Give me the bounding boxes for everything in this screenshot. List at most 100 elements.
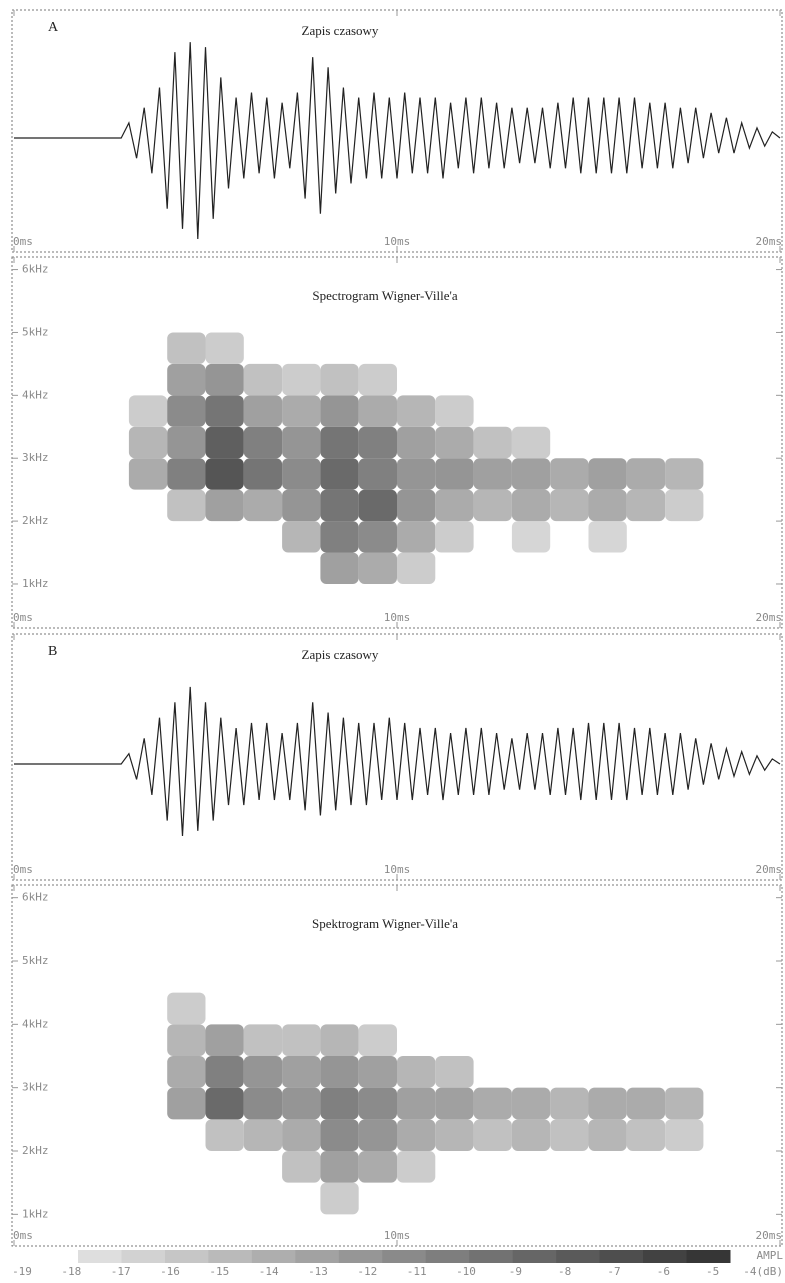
heat-cell	[206, 1119, 244, 1151]
heat-cell	[589, 1119, 627, 1151]
x-tick-label: 10ms	[384, 611, 411, 624]
colorbar-tick-label: -13	[308, 1265, 328, 1278]
heat-cell	[320, 1056, 358, 1088]
colorbar-tick-label: -14	[259, 1265, 279, 1278]
heat-cell	[167, 1056, 205, 1088]
colorbar-segment	[78, 1250, 122, 1263]
heat-cell	[244, 395, 282, 426]
colorbar-segment	[687, 1250, 731, 1263]
x-tick-label: 20ms	[756, 235, 783, 248]
heat-cell	[474, 427, 512, 458]
heat-cell	[397, 458, 435, 489]
y-tick-label: 3kHz	[22, 1081, 49, 1094]
heat-cell	[474, 1119, 512, 1151]
heat-cell	[397, 427, 435, 458]
heat-cell	[512, 490, 550, 521]
heat-cell	[206, 458, 244, 489]
heat-cell	[167, 1088, 205, 1120]
colorbar-tick-label: -18	[61, 1265, 81, 1278]
waveform	[14, 42, 780, 239]
colorbar-tick-label: -6	[657, 1265, 670, 1278]
colorbar-label: AMPL	[757, 1249, 784, 1262]
x-tick-label: 20ms	[756, 611, 783, 624]
colorbar-tick-label: -16	[160, 1265, 180, 1278]
x-tick-label: 10ms	[384, 1229, 411, 1242]
heat-cell	[282, 1024, 320, 1056]
heat-cell	[397, 553, 435, 584]
panel-frame	[12, 10, 782, 252]
heat-cell	[435, 521, 473, 552]
x-tick-label: 0ms	[13, 611, 33, 624]
x-tick-label: 20ms	[756, 863, 783, 876]
heat-cell	[320, 427, 358, 458]
heat-cell	[206, 364, 244, 395]
heat-cell	[359, 1119, 397, 1151]
y-tick-label: 2kHz	[22, 1144, 49, 1157]
heat-cell	[550, 1088, 588, 1120]
heat-cell	[206, 490, 244, 521]
waveform	[14, 687, 780, 836]
heat-cell	[550, 490, 588, 521]
heat-cell	[627, 1119, 665, 1151]
heat-cell	[474, 490, 512, 521]
colorbar-tick-label: -12	[357, 1265, 377, 1278]
heat-cell	[244, 427, 282, 458]
heat-cell	[665, 458, 703, 489]
heat-cell	[320, 458, 358, 489]
heat-cell	[167, 332, 205, 363]
colorbar-segment	[600, 1250, 644, 1263]
heat-cell	[320, 1119, 358, 1151]
heat-cell	[206, 1088, 244, 1120]
colorbar-segment	[513, 1250, 557, 1263]
panel-label: B	[48, 644, 57, 659]
x-tick-label: 0ms	[13, 1229, 33, 1242]
heat-cell	[320, 364, 358, 395]
heat-cell	[320, 521, 358, 552]
heat-cell	[320, 1151, 358, 1183]
heat-cell	[282, 395, 320, 426]
heat-cell	[320, 1183, 358, 1215]
heat-cell	[359, 490, 397, 521]
heat-cell	[167, 364, 205, 395]
x-tick-label: 10ms	[384, 863, 411, 876]
heat-cell	[435, 1056, 473, 1088]
heat-cell	[359, 1056, 397, 1088]
heat-cell	[244, 364, 282, 395]
heat-cell	[167, 427, 205, 458]
heat-cell	[282, 1151, 320, 1183]
heat-cell	[129, 395, 167, 426]
colorbar-segment	[382, 1250, 426, 1263]
heat-cell	[627, 490, 665, 521]
heat-cell	[320, 490, 358, 521]
colorbar-segment	[643, 1250, 687, 1263]
y-tick-label: 1kHz	[22, 577, 49, 590]
heat-cell	[359, 1151, 397, 1183]
heat-cell	[397, 1056, 435, 1088]
x-tick-label: 10ms	[384, 235, 411, 248]
colorbar-tick-label: -7	[607, 1265, 620, 1278]
colorbar-tick-label: -17	[111, 1265, 131, 1278]
heat-cell	[167, 458, 205, 489]
heat-cell	[665, 1119, 703, 1151]
chart-title: Spectrogram Wigner-Ville'a	[312, 288, 458, 303]
colorbar-segment	[295, 1250, 339, 1263]
colorbar-segment	[208, 1250, 252, 1263]
heat-cell	[359, 1024, 397, 1056]
heat-cell	[282, 1056, 320, 1088]
heat-cell	[129, 458, 167, 489]
heat-cell	[244, 1056, 282, 1088]
heat-cell	[397, 1088, 435, 1120]
heat-cell	[282, 521, 320, 552]
heat-cell	[550, 1119, 588, 1151]
heat-cell	[627, 1088, 665, 1120]
chart-title: Zapis czasowy	[302, 647, 379, 662]
heat-cell	[627, 458, 665, 489]
heat-cell	[282, 1119, 320, 1151]
page: html, body { margin: 0; padding: 0; back…	[0, 0, 785, 1278]
heat-cell	[474, 1088, 512, 1120]
heat-cell	[435, 427, 473, 458]
y-tick-label: 4kHz	[22, 388, 49, 401]
heat-cell	[244, 1119, 282, 1151]
colorbar-tick-label: -11	[407, 1265, 427, 1278]
y-tick-label: 6kHz	[22, 263, 49, 276]
